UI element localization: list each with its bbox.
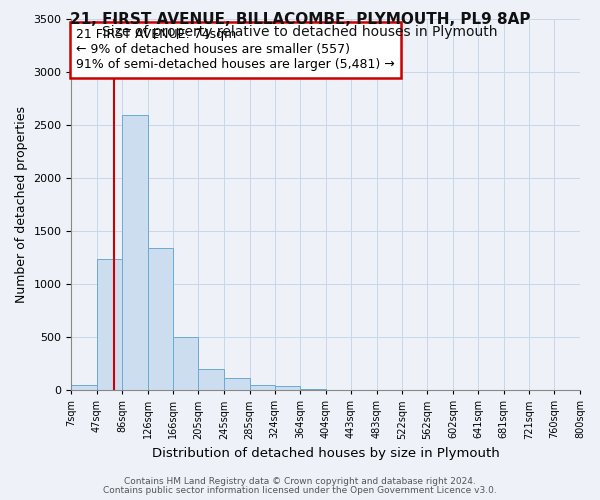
Bar: [250, 385, 275, 390]
Text: 21 FIRST AVENUE: 74sqm
← 9% of detached houses are smaller (557)
91% of semi-det: 21 FIRST AVENUE: 74sqm ← 9% of detached …: [76, 28, 395, 72]
Y-axis label: Number of detached properties: Number of detached properties: [15, 106, 28, 303]
Bar: [122, 116, 148, 390]
Text: Contains public sector information licensed under the Open Government Licence v3: Contains public sector information licen…: [103, 486, 497, 495]
Bar: [71, 385, 97, 390]
X-axis label: Distribution of detached houses by size in Plymouth: Distribution of detached houses by size …: [152, 447, 500, 460]
Bar: [275, 386, 301, 390]
Text: Contains HM Land Registry data © Crown copyright and database right 2024.: Contains HM Land Registry data © Crown c…: [124, 477, 476, 486]
Bar: [173, 337, 199, 390]
Bar: [97, 258, 122, 390]
Text: Size of property relative to detached houses in Plymouth: Size of property relative to detached ho…: [102, 25, 498, 39]
Bar: [301, 389, 326, 390]
Bar: [199, 369, 224, 390]
Bar: [224, 378, 250, 390]
Text: 21, FIRST AVENUE, BILLACOMBE, PLYMOUTH, PL9 8AP: 21, FIRST AVENUE, BILLACOMBE, PLYMOUTH, …: [70, 12, 530, 28]
Bar: [148, 248, 173, 390]
